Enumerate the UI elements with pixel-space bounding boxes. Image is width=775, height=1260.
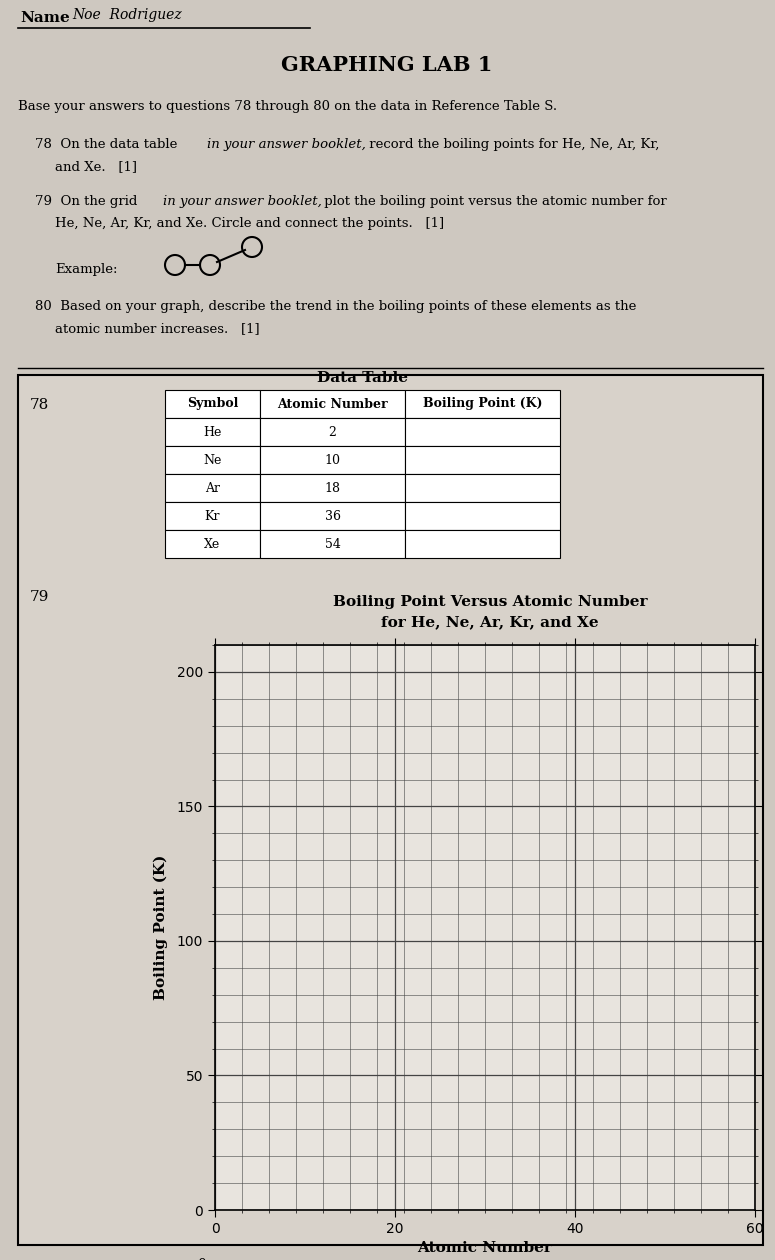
Text: for He, Ne, Ar, Kr, and Xe: for He, Ne, Ar, Kr, and Xe [381, 615, 599, 629]
Bar [18, 375, 763, 1245]
Bar [260, 530, 405, 558]
Text: 78: 78 [30, 398, 50, 412]
Bar [405, 474, 560, 501]
Bar [405, 530, 560, 558]
Bar [405, 446, 560, 474]
Text: Ar: Ar [205, 481, 220, 494]
Text: GRAPHING LAB 1: GRAPHING LAB 1 [281, 55, 493, 76]
Bar [405, 391, 560, 418]
Text: Name: Name [20, 11, 70, 25]
Text: Boiling Point (K): Boiling Point (K) [422, 397, 542, 411]
Text: 36: 36 [325, 509, 340, 523]
Text: Data Table: Data Table [317, 370, 408, 386]
Text: 78  On the data table: 78 On the data table [35, 139, 181, 151]
Text: atomic number increases.   [1]: atomic number increases. [1] [55, 323, 260, 335]
Bar [260, 446, 405, 474]
Bar [405, 501, 560, 530]
Text: 80  Based on your graph, describe the trend in the boiling points of these eleme: 80 Based on your graph, describe the tre… [35, 300, 636, 312]
Text: 79  On the grid: 79 On the grid [35, 195, 142, 208]
Bar [260, 474, 405, 501]
Y-axis label: Boiling Point (K): Boiling Point (K) [154, 854, 168, 1000]
Text: and Xe.   [1]: and Xe. [1] [55, 160, 137, 173]
Text: He: He [203, 426, 222, 438]
Bar [260, 501, 405, 530]
Text: 2: 2 [329, 426, 336, 438]
Bar [165, 446, 260, 474]
Text: in your answer booklet,: in your answer booklet, [207, 139, 366, 151]
Text: Atomic Number: Atomic Number [277, 397, 388, 411]
Text: plot the boiling point versus the atomic number for: plot the boiling point versus the atomic… [320, 195, 666, 208]
Bar [165, 530, 260, 558]
Text: record the boiling points for He, Ne, Ar, Kr,: record the boiling points for He, Ne, Ar… [365, 139, 660, 151]
Bar [165, 418, 260, 446]
Bar [0, 0, 775, 370]
Bar [165, 474, 260, 501]
Text: 79: 79 [30, 590, 50, 604]
Text: 10: 10 [325, 454, 340, 466]
Text: Base your answers to questions 78 through 80 on the data in Reference Table S.: Base your answers to questions 78 throug… [18, 100, 557, 113]
Text: Noe  Rodriguez: Noe Rodriguez [72, 8, 181, 21]
Text: Kr: Kr [205, 509, 220, 523]
X-axis label: Atomic Number: Atomic Number [418, 1241, 553, 1255]
Bar [260, 391, 405, 418]
Bar [405, 418, 560, 446]
Text: 0: 0 [197, 1259, 206, 1260]
Text: Boiling Point Versus Atomic Number: Boiling Point Versus Atomic Number [332, 595, 647, 609]
Text: Ne: Ne [203, 454, 222, 466]
Bar [260, 418, 405, 446]
Bar [165, 391, 260, 418]
Text: Xe: Xe [205, 538, 221, 551]
Text: in your answer booklet,: in your answer booklet, [163, 195, 322, 208]
Text: Example:: Example: [55, 263, 118, 276]
Text: Symbol: Symbol [187, 397, 238, 411]
Text: 54: 54 [325, 538, 340, 551]
Text: He, Ne, Ar, Kr, and Xe. Circle and connect the points.   [1]: He, Ne, Ar, Kr, and Xe. Circle and conne… [55, 217, 444, 231]
Text: 18: 18 [325, 481, 340, 494]
Bar [165, 501, 260, 530]
